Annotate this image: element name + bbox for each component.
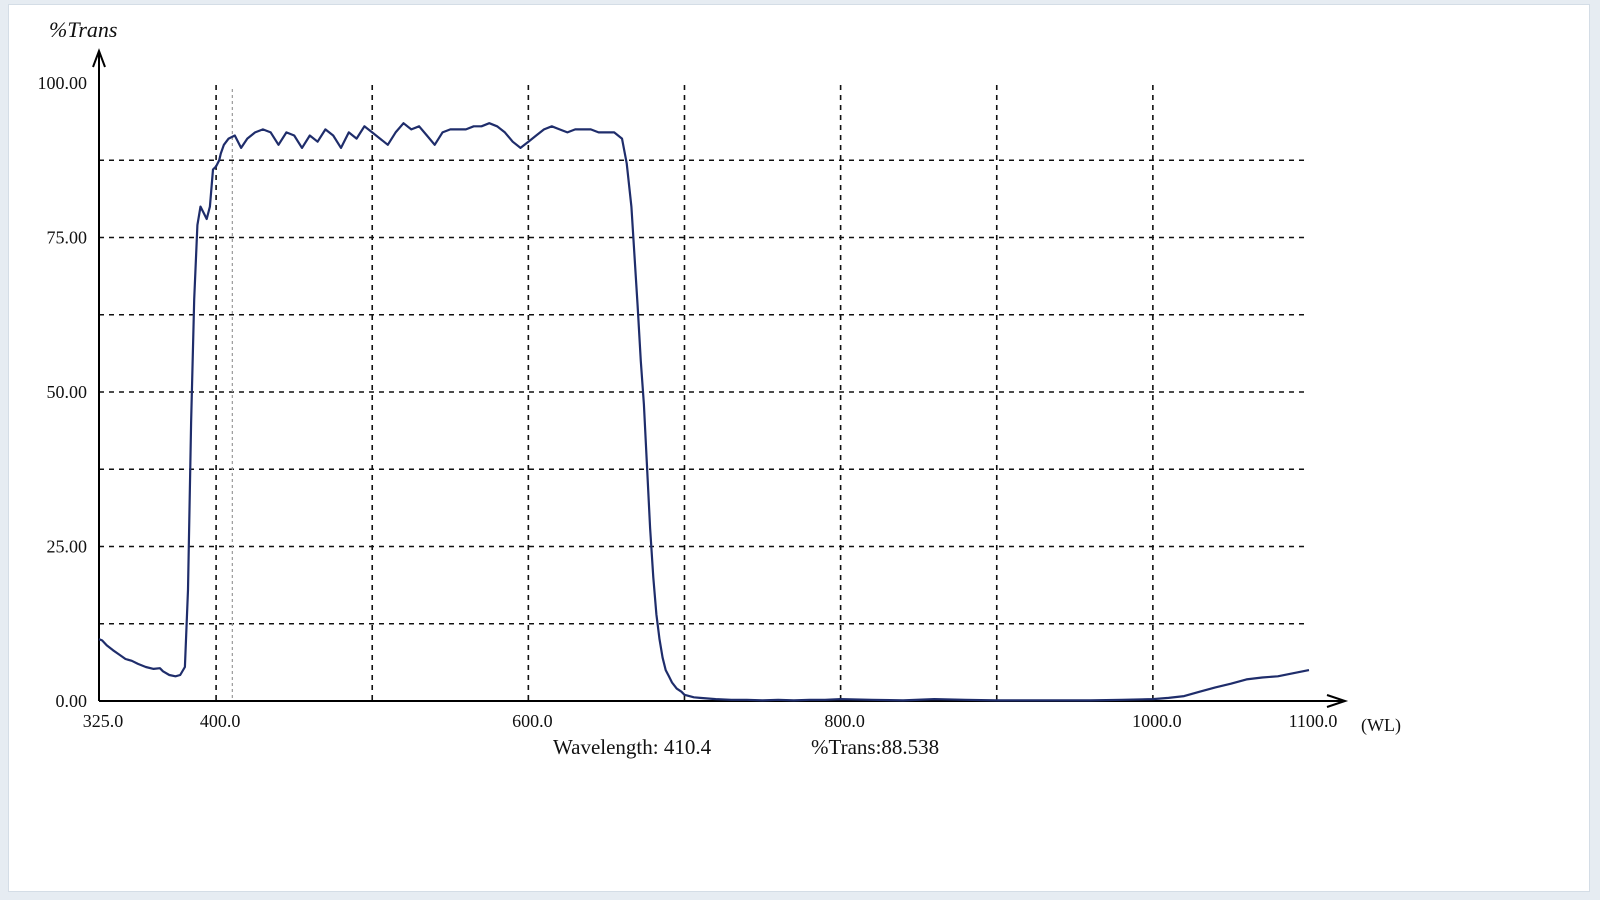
x-tick-label: 1000.0 — [1132, 711, 1182, 731]
grid — [99, 85, 1309, 701]
series-layer — [98, 122, 1310, 702]
transmission-series-line — [98, 122, 1310, 702]
y-tick-label: 100.00 — [38, 73, 88, 93]
tick-labels: 0.00 25.00 50.00 75.00 100.00 325.0 400.0 600.0… — [38, 73, 1338, 731]
y-tick-label: 50.00 — [47, 382, 88, 402]
cursor-trans-readout: %Trans:88.538 — [811, 735, 939, 759]
y-tick-label: 25.00 — [47, 537, 88, 557]
transmission-chart: 0.00 25.00 50.00 75.00 100.00 325.0 400.0 600.0… — [38, 17, 1401, 759]
y-axis-label: %Trans — [49, 17, 117, 42]
x-tick-label: 1100.0 — [1289, 711, 1338, 731]
y-axis-arrow — [92, 48, 106, 68]
x-axis-arrow — [1326, 694, 1349, 708]
x-tick-label: 325.0 — [83, 711, 124, 731]
y-tick-label: 75.00 — [47, 228, 88, 248]
y-tick-label: 0.00 — [56, 691, 88, 711]
x-tick-label: 600.0 — [512, 711, 553, 731]
x-tick-label: 800.0 — [824, 711, 865, 731]
x-axis-unit-label: (WL) — [1361, 715, 1401, 736]
x-tick-label: 400.0 — [200, 711, 241, 731]
axes — [92, 48, 1349, 708]
plot-frame: 0.00 25.00 50.00 75.00 100.00 325.0 400.0 600.0… — [8, 4, 1590, 892]
cursor-wavelength-readout: Wavelength: 410.4 — [553, 735, 712, 759]
